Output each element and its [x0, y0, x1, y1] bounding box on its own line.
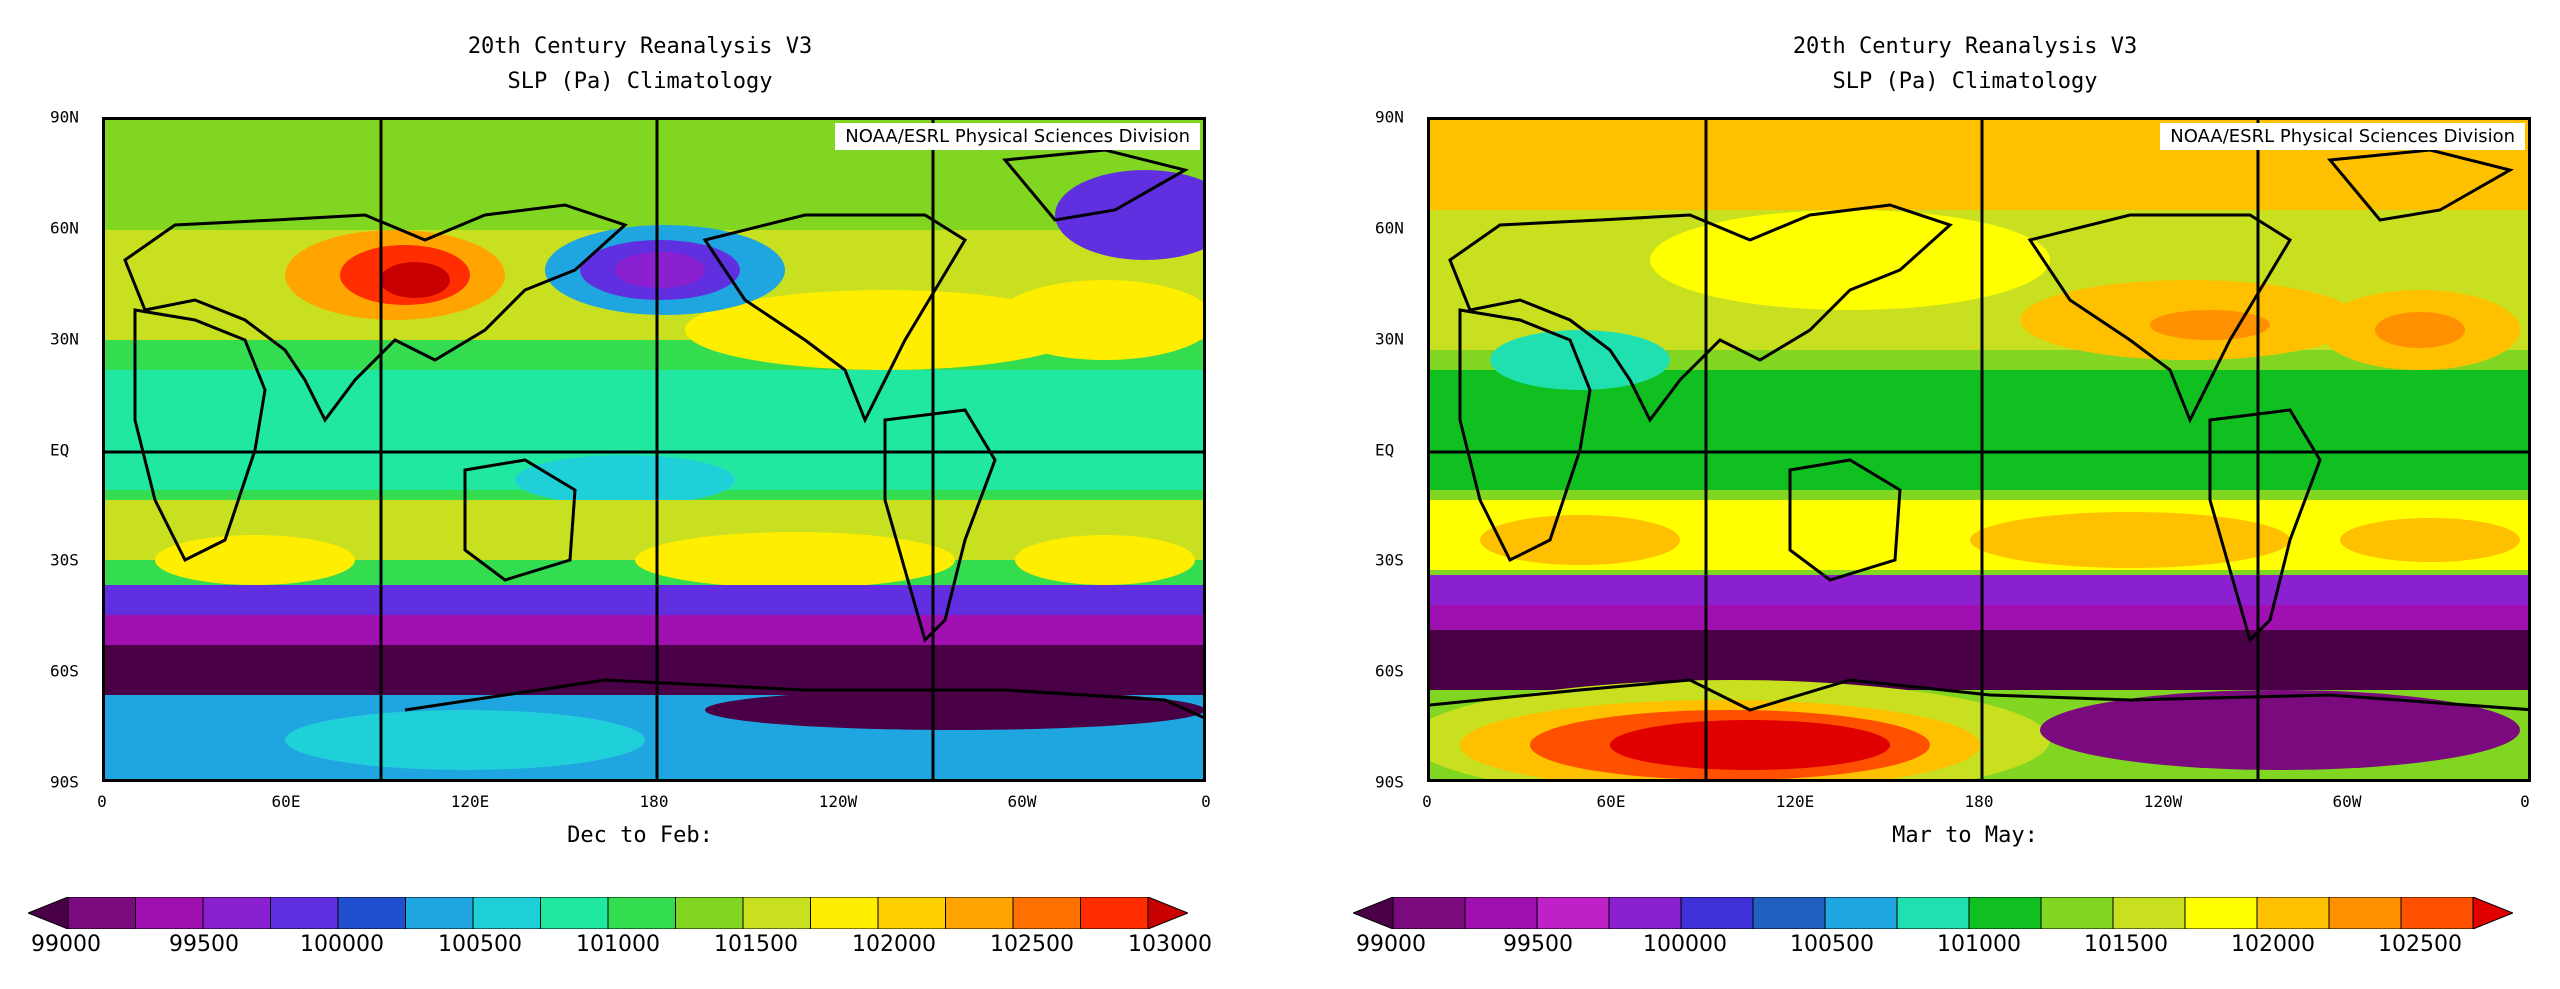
colorbar-cell: [1896, 897, 1970, 929]
lat-label: 90S: [1375, 772, 1404, 792]
colorbar-cell: [810, 897, 879, 929]
colorbar-cell: [1080, 897, 1149, 929]
lat-label: EQ: [1375, 440, 1395, 460]
colorbar-label: 99500: [1503, 932, 1573, 957]
colorbar-cell: [742, 897, 811, 929]
colorbar-cell: [270, 897, 339, 929]
lon-label: 180: [1964, 792, 1994, 811]
lon-label: 60W: [2332, 792, 2362, 811]
colorbar-min-arrow: [28, 897, 69, 929]
lat-label: 30S: [1375, 550, 1404, 570]
slp-map: NOAA/ESRL Physical Sciences Division: [1427, 117, 2531, 782]
colorbar-cell: [1680, 897, 1754, 929]
colorbar-label: 103000: [1128, 932, 1212, 957]
colorbar-label: 100000: [1643, 932, 1727, 957]
lat-label: 90N: [1375, 107, 1404, 127]
colorbar-cell: [2400, 897, 2474, 929]
colorbar-cell: [2112, 897, 2186, 929]
colorbar-cell: [1012, 897, 1081, 929]
colorbar-label: 102500: [990, 932, 1074, 957]
colorbar-max-arrow: [2472, 897, 2513, 929]
colorbar-cell: [945, 897, 1014, 929]
colorbar-label: 101000: [1937, 932, 2021, 957]
colorbar-cell: [1608, 897, 1682, 929]
colorbar: [28, 897, 1188, 929]
colorbar-cell: [2328, 897, 2402, 929]
colorbar-min-arrow: [1353, 897, 1394, 929]
map-title: 20th Century Reanalysis V3: [1792, 34, 2138, 59]
colorbar-cell: [2256, 897, 2330, 929]
map-panel-dec-feb: 20th Century Reanalysis V3 SLP (Pa) Clim…: [28, 34, 1212, 957]
credit-label: NOAA/ESRL Physical Sciences Division: [835, 123, 1200, 150]
colorbar-cell: [202, 897, 271, 929]
colorbar-cell: [1968, 897, 2042, 929]
colorbar-cell: [67, 897, 136, 929]
lon-label: 0: [1201, 792, 1211, 811]
colorbar: [1353, 897, 2513, 929]
lon-label: 180: [639, 792, 669, 811]
slp-field: [105, 120, 1203, 779]
colorbar-label: 99000: [31, 932, 101, 957]
colorbar-label: 102500: [2378, 932, 2462, 957]
lon-label: 120E: [450, 792, 490, 811]
season-label: Dec to Feb:: [567, 823, 713, 848]
colorbar-cell: [607, 897, 676, 929]
lon-label: 0: [2520, 792, 2530, 811]
lat-label: 60N: [1375, 218, 1404, 238]
map-panel-mar-may: 20th Century Reanalysis V3 SLP (Pa) Clim…: [1325, 0, 2560, 989]
colorbar-cell: [135, 897, 204, 929]
lat-label: 60N: [50, 218, 79, 238]
lat-label: 90N: [50, 107, 79, 127]
lat-label: EQ: [50, 440, 70, 460]
map-subtitle: SLP (Pa) Climatology: [1832, 69, 2098, 94]
lat-label: 30N: [1375, 329, 1404, 349]
colorbar-cell: [2184, 897, 2258, 929]
season-label: Mar to May:: [1892, 823, 2038, 848]
colorbar-cell: [1824, 897, 1898, 929]
lon-label: 120E: [1775, 792, 1815, 811]
lon-label: 60E: [271, 792, 301, 811]
lat-label: 60S: [50, 661, 79, 681]
lat-label: 60S: [1375, 661, 1404, 681]
colorbar-max-arrow: [1147, 897, 1188, 929]
colorbar-label: 101000: [576, 932, 660, 957]
colorbar-label: 101500: [714, 932, 798, 957]
lon-label: 60W: [1007, 792, 1037, 811]
colorbar-label: 100000: [300, 932, 384, 957]
map-subtitle: SLP (Pa) Climatology: [507, 69, 773, 94]
colorbar-cell: [1752, 897, 1826, 929]
colorbar-label: 99500: [169, 932, 239, 957]
lon-label: 120W: [818, 792, 858, 811]
lat-label: 30N: [50, 329, 79, 349]
lon-label: 60E: [1596, 792, 1626, 811]
credit-label: NOAA/ESRL Physical Sciences Division: [2160, 123, 2525, 150]
colorbar-cell: [675, 897, 744, 929]
colorbar-cell: [472, 897, 541, 929]
colorbar-label: 100500: [1790, 932, 1874, 957]
colorbar-label: 101500: [2084, 932, 2168, 957]
colorbar-cell: [540, 897, 609, 929]
lat-label: 90S: [50, 772, 79, 792]
map-title: 20th Century Reanalysis V3: [467, 34, 813, 59]
colorbar-cell: [405, 897, 474, 929]
colorbar-label: 102000: [2231, 932, 2315, 957]
colorbar-label: 100500: [438, 932, 522, 957]
colorbar-cell: [1392, 897, 1466, 929]
colorbar-cell: [2040, 897, 2114, 929]
colorbar-cell: [877, 897, 946, 929]
lon-label: 120W: [2143, 792, 2183, 811]
lon-label: 0: [1422, 792, 1432, 811]
colorbar-cell: [1464, 897, 1538, 929]
colorbar-label: 99000: [1356, 932, 1426, 957]
slp-map: NOAA/ESRL Physical Sciences Division: [102, 117, 1206, 782]
colorbar-cell: [337, 897, 406, 929]
lon-label: 0: [97, 792, 107, 811]
colorbar-cell: [1536, 897, 1610, 929]
colorbar-label: 102000: [852, 932, 936, 957]
slp-field: [1430, 120, 2528, 779]
lat-label: 30S: [50, 550, 79, 570]
